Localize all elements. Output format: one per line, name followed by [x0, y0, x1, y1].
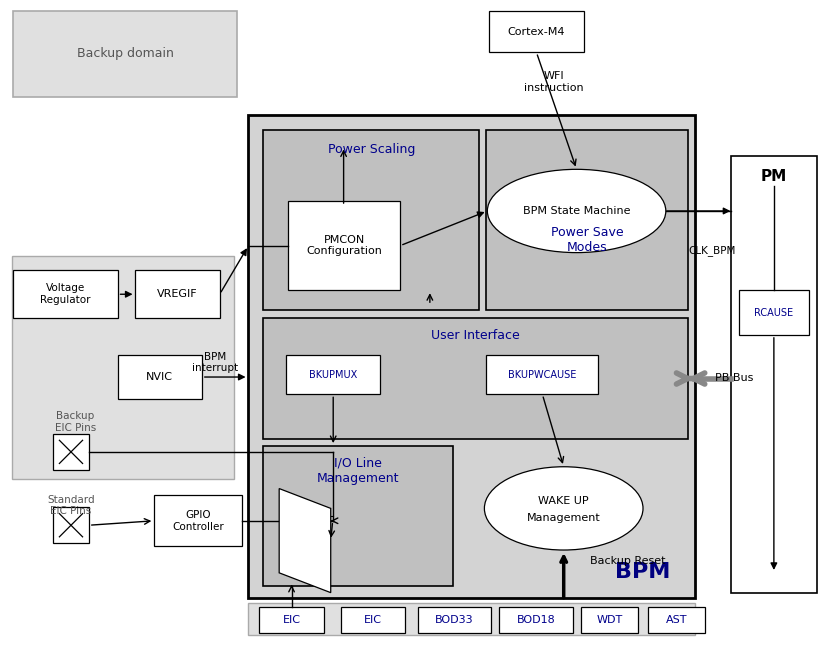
Text: BPM: BPM — [614, 562, 670, 582]
Text: BKUPWCAUSE: BKUPWCAUSE — [508, 370, 576, 379]
Text: Backup Reset: Backup Reset — [590, 556, 665, 566]
Bar — [118, 355, 201, 399]
Bar — [154, 495, 241, 546]
Text: BOD33: BOD33 — [435, 615, 474, 625]
Bar — [647, 606, 705, 633]
Bar — [739, 290, 807, 335]
Polygon shape — [279, 488, 330, 593]
Bar — [13, 270, 118, 318]
Bar — [53, 434, 89, 470]
Ellipse shape — [487, 170, 665, 253]
Ellipse shape — [484, 467, 643, 550]
Bar — [417, 606, 491, 633]
Text: Management: Management — [526, 513, 599, 523]
Bar — [248, 115, 694, 598]
Text: User Interface: User Interface — [431, 330, 519, 342]
Text: WDT: WDT — [595, 615, 622, 625]
Text: I/O Line
Management: I/O Line Management — [316, 457, 399, 484]
Bar — [263, 318, 686, 439]
Text: BKUPMUX: BKUPMUX — [309, 370, 357, 379]
Text: WFI
instruction: WFI instruction — [523, 72, 583, 93]
Bar — [248, 602, 694, 635]
Text: VREGIF: VREGIF — [157, 289, 198, 299]
Text: GPIO
Controller: GPIO Controller — [171, 510, 224, 531]
Text: RCAUSE: RCAUSE — [753, 308, 792, 317]
Bar — [259, 606, 324, 633]
Text: WAKE UP: WAKE UP — [537, 497, 589, 506]
Bar — [263, 130, 479, 310]
Bar — [580, 606, 638, 633]
Bar — [486, 355, 598, 394]
Bar — [286, 355, 380, 394]
Bar — [13, 11, 236, 97]
Text: NVIC: NVIC — [146, 372, 173, 382]
Text: EIC: EIC — [282, 615, 301, 625]
Bar — [53, 508, 89, 543]
Bar — [730, 157, 816, 593]
Text: Backup
EIC Pins: Backup EIC Pins — [55, 412, 96, 433]
Bar — [498, 606, 572, 633]
Bar — [288, 201, 400, 290]
Text: PM: PM — [760, 169, 786, 184]
Text: Cortex-M4: Cortex-M4 — [507, 26, 565, 37]
Text: EIC: EIC — [363, 615, 382, 625]
Text: CLK_BPM: CLK_BPM — [688, 245, 735, 256]
Bar — [489, 11, 583, 52]
Text: BPM State Machine: BPM State Machine — [522, 206, 629, 216]
Bar — [340, 606, 405, 633]
Text: PB Bus: PB Bus — [715, 373, 753, 382]
Bar — [486, 130, 686, 310]
Bar — [263, 446, 452, 586]
Text: Standard
EIC Pins: Standard EIC Pins — [47, 495, 94, 516]
Text: Power Scaling: Power Scaling — [327, 143, 415, 156]
Text: BPM
interrupt: BPM interrupt — [191, 352, 238, 373]
Text: Voltage
Regulator: Voltage Regulator — [41, 283, 91, 305]
Text: PMCON
Configuration: PMCON Configuration — [306, 235, 382, 257]
Bar — [12, 255, 233, 479]
Text: BOD18: BOD18 — [516, 615, 555, 625]
Text: AST: AST — [665, 615, 686, 625]
Text: Power Save
Modes: Power Save Modes — [550, 226, 623, 253]
Text: Backup domain: Backup domain — [76, 47, 173, 61]
Bar — [135, 270, 219, 318]
